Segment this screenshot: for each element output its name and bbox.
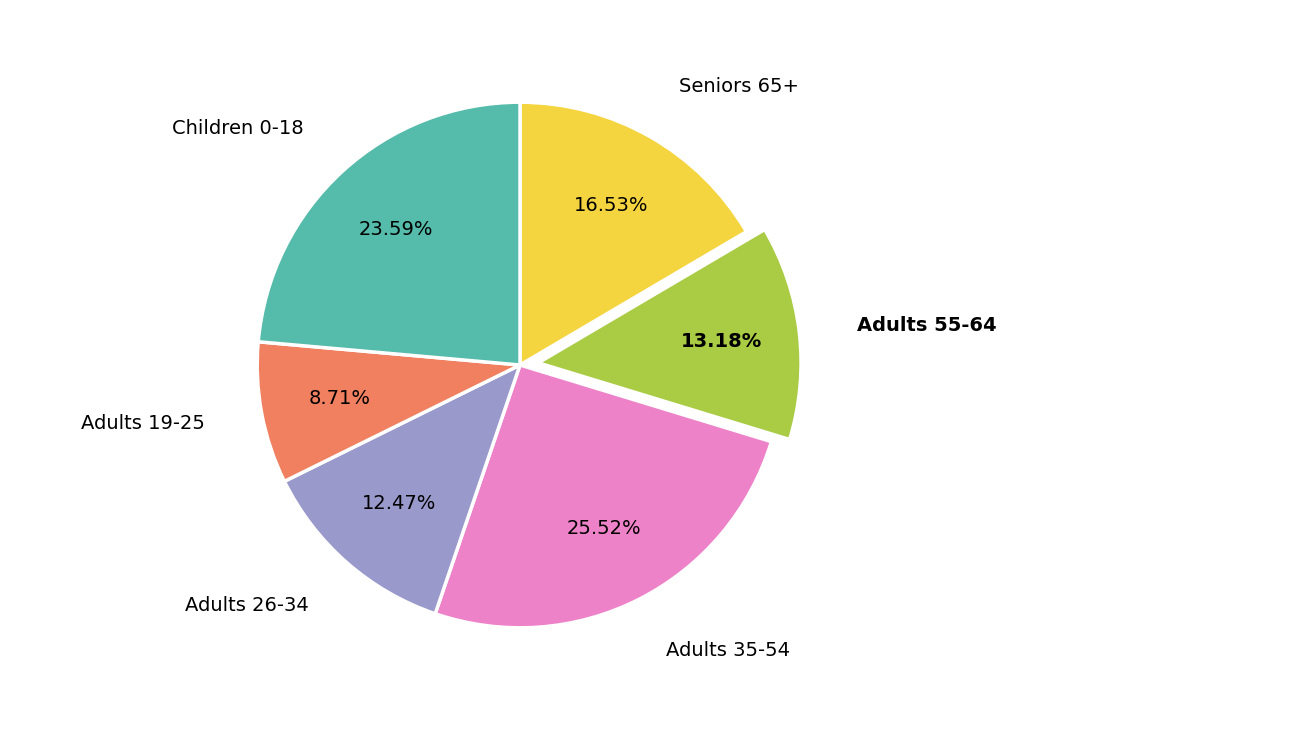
Wedge shape (538, 229, 801, 439)
Text: Adults 19-25: Adults 19-25 (81, 415, 205, 434)
Text: 12.47%: 12.47% (361, 493, 436, 512)
Text: 23.59%: 23.59% (359, 220, 433, 239)
Wedge shape (259, 102, 520, 365)
Wedge shape (436, 365, 771, 628)
Wedge shape (520, 102, 746, 365)
Text: Seniors 65+: Seniors 65+ (679, 77, 800, 96)
Text: Children 0-18: Children 0-18 (172, 119, 304, 138)
Text: Adults 26-34: Adults 26-34 (185, 596, 308, 615)
Text: 8.71%: 8.71% (308, 389, 370, 408)
Wedge shape (285, 365, 520, 614)
Text: Adults 55-64: Adults 55-64 (857, 315, 996, 334)
Text: 25.52%: 25.52% (567, 519, 641, 538)
Wedge shape (257, 342, 520, 481)
Text: 13.18%: 13.18% (680, 331, 762, 350)
Text: Adults 35-54: Adults 35-54 (666, 641, 790, 660)
Text: 16.53%: 16.53% (575, 196, 649, 215)
